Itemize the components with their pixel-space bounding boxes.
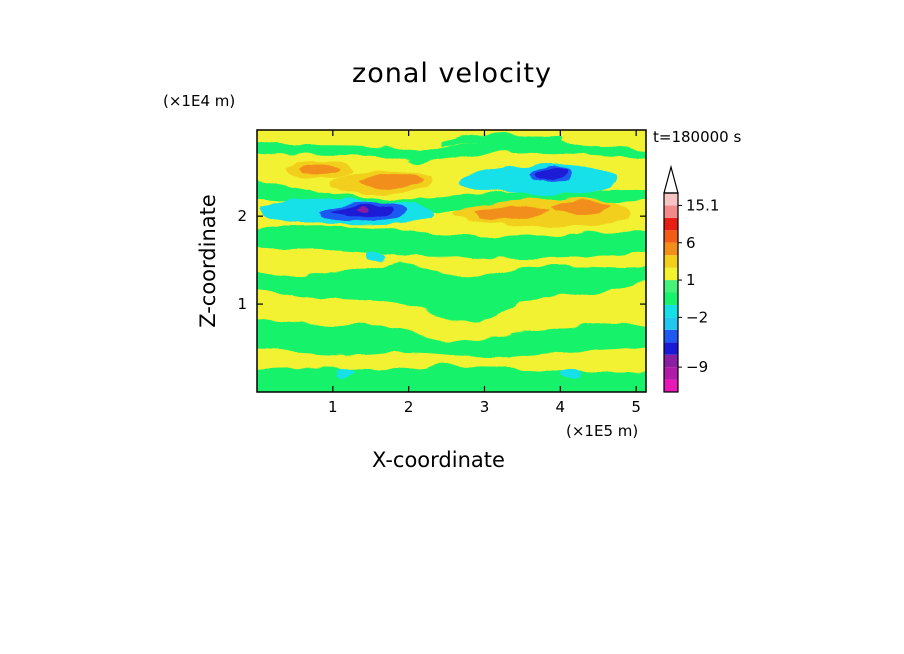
y-tick-label: 2 [237,207,247,225]
field-band-purple-core [355,208,368,213]
colorbar-extension [663,164,679,194]
colorbar-tick-label: −9 [686,358,708,376]
y-tick-label: 1 [237,295,247,313]
field-band-cyan [365,251,386,261]
x-axis-unit: (×1E5 m) [566,422,639,440]
plot-frame [256,129,647,393]
colorbar-segment [664,379,678,392]
colorbar-segment [664,255,678,268]
field-band-cyan [336,367,356,379]
x-axis-label: X-coordinate [372,448,505,472]
colorbar-tick-label: 1 [686,271,696,289]
colorbar-segment [664,317,678,330]
x-ticks: 1 2 3 4 5 [328,130,641,416]
colorbar-segment [664,342,678,355]
field-band-orange [360,174,425,189]
y-ticks: 12 [237,207,646,313]
colorbar-segment [664,280,678,293]
colorbar-segment [664,354,678,368]
colorbar: 15.1 6 1 −2 −9 [663,164,719,393]
field-band-green [257,318,646,358]
field-band-green [257,141,646,163]
colorbar-tick-label: 6 [686,234,696,252]
time-label: t=180000 s [653,128,742,146]
x-tick-label: 1 [328,398,338,416]
velocity-field [257,130,646,392]
colorbar-segment [664,193,678,206]
y-axis-unit: (×1E4 m) [163,92,236,110]
colorbar-segment [664,367,678,380]
field-band-orange [475,205,550,220]
x-tick-label: 4 [556,398,566,416]
colorbar-segment [664,217,678,231]
colorbar-segment [664,304,678,318]
colorbar-segment [664,267,678,281]
colorbar-segment [664,230,678,243]
colorbar-segment [664,242,678,256]
colorbar-segment [664,329,678,343]
x-tick-label: 3 [480,398,490,416]
x-tick-label: 2 [404,398,414,416]
colorbar-tick-label: 15.1 [686,196,719,214]
field-band-orange [550,200,612,214]
colorbar-frame [663,192,679,393]
colorbar-segment [664,205,678,218]
field-band-green [440,134,560,146]
x-tick-label: 5 [631,398,641,416]
field-band-orange [300,164,340,173]
colorbar-tick-label: −2 [686,308,708,326]
field-band-green [257,226,646,259]
field-band-blue-core [534,169,569,180]
field-band-cyan [560,369,580,379]
colorbar-segment [664,292,678,305]
field-band-green [257,262,646,323]
chart-title: zonal velocity [352,58,552,89]
